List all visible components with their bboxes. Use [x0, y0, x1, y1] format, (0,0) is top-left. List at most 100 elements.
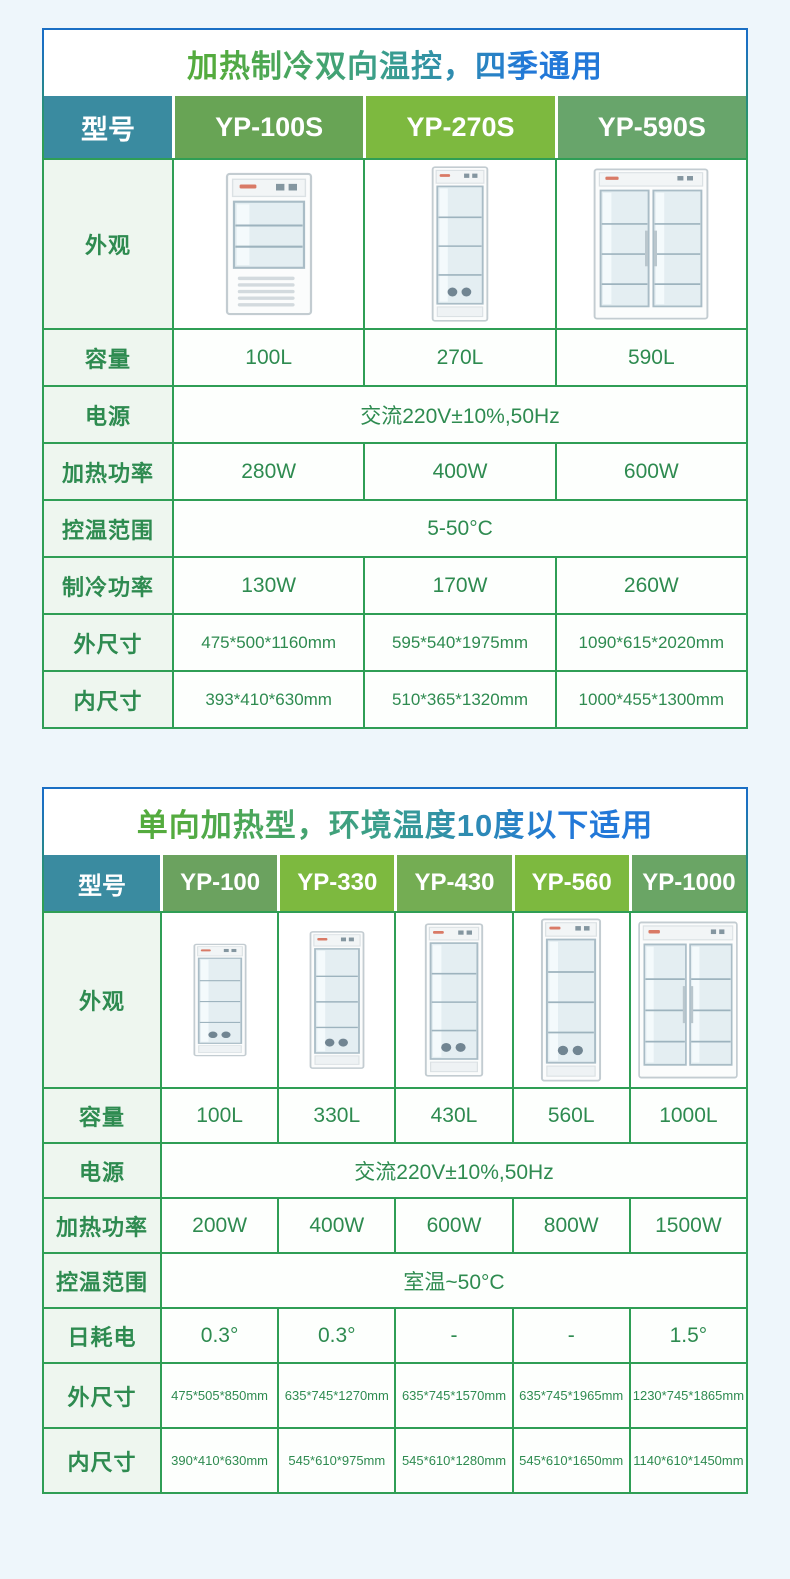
product-image-cell — [160, 913, 278, 1087]
table2-temp-range-row: 控温范围 室温~50°C — [44, 1252, 746, 1307]
table1-cooling-power-row: 制冷功率 130W 170W 260W — [44, 556, 746, 613]
row-label-temp-range: 控温范围 — [44, 501, 172, 556]
daily-consumption-value: - — [394, 1309, 512, 1362]
inner-size-value: 545*610*1280mm — [394, 1429, 512, 1492]
table1-heating-power-row: 加热功率 280W 400W 600W — [44, 442, 746, 499]
inner-size-value: 393*410*630mm — [172, 672, 364, 727]
table1-model-header-row: 型号 YP-100S YP-270S YP-590S — [44, 96, 746, 158]
capacity-value: 1000L — [628, 1089, 746, 1142]
table2-model-header-row: 型号 YP-100 YP-330 YP-430 YP-560 YP-1000 — [44, 855, 746, 911]
heating-power-value: 280W — [172, 444, 364, 499]
spec-table-dual-temp-control: 加热制冷双向温控，四季通用 型号 YP-100S YP-270S YP-590S… — [42, 28, 748, 729]
table2-inner-size-row: 内尺寸 390*410*630mm 545*610*975mm 545*610*… — [44, 1427, 746, 1492]
row-label-power-supply: 电源 — [44, 1144, 160, 1197]
row-label-capacity: 容量 — [44, 330, 172, 385]
inner-size-value: 390*410*630mm — [160, 1429, 278, 1492]
outer-size-value: 635*745*1270mm — [277, 1364, 395, 1427]
capacity-value: 100L — [172, 330, 364, 385]
row-label-daily-consumption: 日耗电 — [44, 1309, 160, 1362]
table1-title: 加热制冷双向温控，四季通用 — [187, 41, 603, 86]
temp-range-value: 5-50°C — [172, 501, 746, 556]
model-column-header: 型号 — [44, 96, 172, 158]
outer-size-value: 595*540*1975mm — [363, 615, 555, 670]
outer-size-value: 635*745*1965mm — [511, 1364, 629, 1427]
daily-consumption-value: - — [511, 1309, 629, 1362]
outer-size-value: 475*505*850mm — [160, 1364, 278, 1427]
table1-title-bar: 加热制冷双向温控，四季通用 — [44, 30, 746, 96]
inner-size-value: 545*610*1650mm — [511, 1429, 629, 1492]
inner-size-value: 510*365*1320mm — [363, 672, 555, 727]
row-label-power-supply: 电源 — [44, 387, 172, 442]
inner-size-value: 1140*610*1450mm — [628, 1429, 746, 1492]
capacity-value: 560L — [511, 1089, 629, 1142]
row-label-heating-power: 加热功率 — [44, 1199, 160, 1252]
row-label-capacity: 容量 — [44, 1089, 160, 1142]
model-header-yp-330: YP-330 — [280, 855, 395, 911]
row-label-appearance: 外观 — [44, 160, 172, 328]
outer-size-value: 1230*745*1865mm — [628, 1364, 746, 1427]
heating-power-value: 600W — [394, 1199, 512, 1252]
table1-temp-range-row: 控温范围 5-50°C — [44, 499, 746, 556]
model-header-yp-590s: YP-590S — [557, 96, 746, 158]
table2-title: 单向加热型，环境温度10度以下适用 — [137, 800, 653, 845]
product-image-yp-430 — [421, 921, 487, 1079]
daily-consumption-value: 1.5° — [628, 1309, 746, 1362]
product-image-cell — [628, 913, 746, 1087]
product-image-cell — [363, 160, 555, 328]
product-image-cell — [277, 913, 395, 1087]
temp-range-value: 室温~50°C — [160, 1254, 746, 1307]
capacity-value: 430L — [394, 1089, 512, 1142]
row-label-appearance: 外观 — [44, 913, 160, 1087]
product-image-yp-270s — [428, 164, 492, 324]
cooling-power-value: 260W — [554, 558, 746, 613]
daily-consumption-value: 0.3° — [160, 1309, 278, 1362]
row-label-temp-range: 控温范围 — [44, 1254, 160, 1307]
product-image-yp-590s — [591, 166, 711, 322]
row-label-inner-size: 内尺寸 — [44, 1429, 160, 1492]
outer-size-value: 1090*615*2020mm — [554, 615, 746, 670]
heating-power-value: 200W — [160, 1199, 278, 1252]
power-supply-value: 交流220V±10%,50Hz — [172, 387, 746, 442]
table2-daily-consumption-row: 日耗电 0.3° 0.3° - - 1.5° — [44, 1307, 746, 1362]
row-label-outer-size: 外尺寸 — [44, 615, 172, 670]
heating-power-value: 400W — [277, 1199, 395, 1252]
outer-size-value: 635*745*1570mm — [394, 1364, 512, 1427]
model-header-yp-100s: YP-100S — [175, 96, 364, 158]
capacity-value: 270L — [363, 330, 555, 385]
table2-capacity-row: 容量 100L 330L 430L 560L 1000L — [44, 1087, 746, 1142]
row-label-inner-size: 内尺寸 — [44, 672, 172, 727]
model-header-yp-100: YP-100 — [163, 855, 278, 911]
product-image-yp-330 — [306, 929, 368, 1071]
heating-power-value: 400W — [363, 444, 555, 499]
capacity-value: 330L — [277, 1089, 395, 1142]
table2-appearance-row: 外观 — [44, 911, 746, 1087]
model-header-yp-1000: YP-1000 — [631, 855, 746, 911]
inner-size-value: 545*610*975mm — [277, 1429, 395, 1492]
product-image-cell — [511, 913, 629, 1087]
power-supply-value: 交流220V±10%,50Hz — [160, 1144, 746, 1197]
row-label-heating-power: 加热功率 — [44, 444, 172, 499]
row-label-cooling-power: 制冷功率 — [44, 558, 172, 613]
capacity-value: 590L — [554, 330, 746, 385]
product-image-cell — [394, 913, 512, 1087]
product-image-cell — [554, 160, 746, 328]
product-image-yp-560 — [537, 916, 605, 1084]
model-column-header: 型号 — [44, 855, 160, 911]
daily-consumption-value: 0.3° — [277, 1309, 395, 1362]
table1-capacity-row: 容量 100L 270L 590L — [44, 328, 746, 385]
heating-power-value: 1500W — [628, 1199, 746, 1252]
heating-power-value: 600W — [554, 444, 746, 499]
model-header-yp-430: YP-430 — [397, 855, 512, 911]
inner-size-value: 1000*455*1300mm — [554, 672, 746, 727]
spec-table-heating-only: 单向加热型，环境温度10度以下适用 型号 YP-100 YP-330 YP-43… — [42, 787, 748, 1494]
table1-appearance-row: 外观 — [44, 158, 746, 328]
cooling-power-value: 170W — [363, 558, 555, 613]
capacity-value: 100L — [160, 1089, 278, 1142]
table1-outer-size-row: 外尺寸 475*500*1160mm 595*540*1975mm 1090*6… — [44, 613, 746, 670]
table2-outer-size-row: 外尺寸 475*505*850mm 635*745*1270mm 635*745… — [44, 1362, 746, 1427]
outer-size-value: 475*500*1160mm — [172, 615, 364, 670]
table2-title-bar: 单向加热型，环境温度10度以下适用 — [44, 789, 746, 855]
row-label-outer-size: 外尺寸 — [44, 1364, 160, 1427]
table1-power-supply-row: 电源 交流220V±10%,50Hz — [44, 385, 746, 442]
table2-power-supply-row: 电源 交流220V±10%,50Hz — [44, 1142, 746, 1197]
